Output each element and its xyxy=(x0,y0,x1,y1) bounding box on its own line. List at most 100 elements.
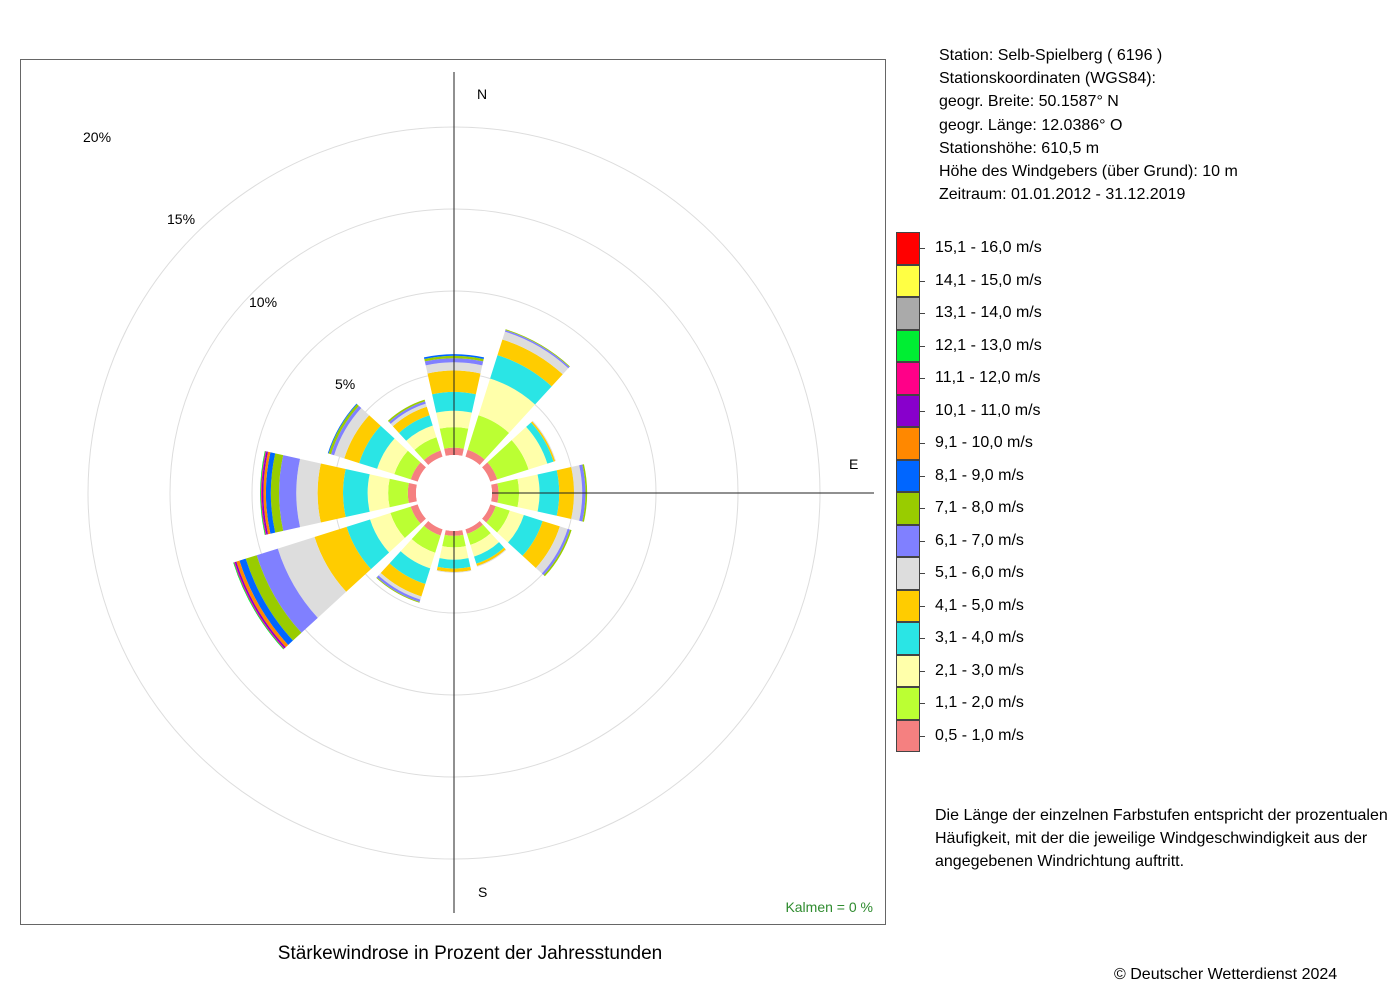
sector-270-speed-4 xyxy=(317,463,346,523)
legend-swatch xyxy=(896,427,920,460)
calm-circle xyxy=(416,455,492,531)
sector-30-speed-4 xyxy=(497,339,563,387)
direction-label-north: N xyxy=(477,86,488,102)
direction-label-south: S xyxy=(478,884,488,900)
ring-label-10: 10% xyxy=(249,294,278,310)
legend-tick xyxy=(920,508,925,509)
station-latitude: geogr. Breite: 50.1587° N xyxy=(939,93,1119,111)
sector-270-speed-10 xyxy=(261,451,268,535)
sector-150-speed-2 xyxy=(470,533,500,557)
sector-300-speed-4 xyxy=(344,415,381,464)
sector-120-speed-0 xyxy=(482,504,496,523)
sector-120-speed-4 xyxy=(522,520,560,568)
sector-210-speed-3 xyxy=(389,551,431,584)
station-elevation: Stationshöhe: 610,5 m xyxy=(939,139,1100,157)
sector-270-speed-12 xyxy=(260,451,266,535)
legend-label: 10,1 - 11,0 m/s xyxy=(935,401,1041,419)
legend-swatch xyxy=(896,622,920,655)
legend-label: 3,1 - 4,0 m/s xyxy=(935,629,1024,646)
legend-tick xyxy=(920,345,925,347)
sector-150-speed-0 xyxy=(465,521,483,534)
legend-swatch xyxy=(896,589,920,622)
wind-rose-svg xyxy=(87,72,874,913)
sector-210-speed-1 xyxy=(411,525,441,553)
legend-label: 8,1 - 9,0 m/s xyxy=(935,466,1024,484)
sector-330-speed-5 xyxy=(390,403,427,427)
sector-120-speed-1 xyxy=(486,506,510,533)
station-coordinates-heading: Stationskoordinaten (WGS84): xyxy=(939,70,1156,88)
sector-30-speed-0 xyxy=(465,449,485,465)
legend-swatch xyxy=(896,524,920,557)
sector-0-speed-7 xyxy=(424,355,484,362)
sector-0-speed-8 xyxy=(423,354,485,360)
sector-60-speed-1 xyxy=(487,440,529,480)
sector-270-speed-7 xyxy=(270,453,284,533)
sector-300-speed-2 xyxy=(377,438,408,475)
calm-label: Kalmen = 0 % xyxy=(785,899,873,915)
wind-rose-plot: 5% 10% 15% 20% N E S Kalmen = 0 % xyxy=(20,59,886,925)
anemometer-height: Höhe des Windgebers (über Grund): 10 m xyxy=(939,163,1238,181)
sector-270-speed-9 xyxy=(263,451,271,535)
legend-tick xyxy=(920,248,925,249)
sector-270-speed-6 xyxy=(279,455,301,531)
sector-210-speed-6 xyxy=(376,575,421,602)
sector-120-speed-7 xyxy=(543,529,572,577)
sector-270-speed-8 xyxy=(265,452,276,534)
sector-60-speed-2 xyxy=(511,426,548,470)
sector-30-speed-5 xyxy=(502,331,569,375)
sector-270-speed-1 xyxy=(388,478,409,508)
sector-120-speed-3 xyxy=(508,515,543,556)
sector-270-speed-11 xyxy=(261,451,267,535)
legend-swatch xyxy=(896,687,920,720)
legend-tick xyxy=(920,410,925,412)
legend-swatch xyxy=(896,394,920,427)
legend-label: 9,1 - 10,0 m/s xyxy=(935,434,1033,451)
sector-270-speed-5 xyxy=(296,458,321,528)
sector-150-speed-3 xyxy=(474,542,505,564)
legend-label: 1,1 - 2,0 m/s xyxy=(935,694,1024,711)
sector-180-speed-5 xyxy=(436,570,472,573)
sector-210-speed-4 xyxy=(380,563,426,597)
ring-label-5: 5% xyxy=(335,376,356,392)
legend-swatch xyxy=(896,329,920,362)
legend-swatch xyxy=(896,654,920,687)
sector-240-speed-0 xyxy=(410,504,426,524)
sector-120-speed-2 xyxy=(497,510,524,543)
legend-label: 4,1 - 5,0 m/s xyxy=(935,596,1024,614)
legend-label: 5,1 - 6,0 m/s xyxy=(935,564,1024,581)
sector-270-speed-2 xyxy=(367,474,390,512)
legend-swatch xyxy=(896,492,920,525)
copyright: © Deutscher Wetterdienst 2024 xyxy=(1114,966,1338,983)
sector-300-speed-7 xyxy=(328,404,359,455)
legend-label: 11,1 - 12,0 m/s xyxy=(935,369,1041,386)
legend-tick xyxy=(920,540,925,542)
sector-210-speed-2 xyxy=(400,539,436,569)
sector-210-speed-0 xyxy=(423,521,443,536)
sector-240-speed-9 xyxy=(236,560,289,648)
direction-label-east: E xyxy=(849,456,859,472)
sector-240-speed-7 xyxy=(245,555,302,641)
legend-label: 12,1 - 13,0 m/s xyxy=(935,336,1042,354)
sector-60-speed-4 xyxy=(530,421,556,462)
sector-330-speed-0 xyxy=(423,450,443,465)
legend-swatch xyxy=(896,297,920,330)
sector-300-speed-3 xyxy=(359,425,395,469)
legend-tick xyxy=(920,735,925,737)
sector-30-speed-1 xyxy=(467,415,510,460)
sector-300-speed-0 xyxy=(410,462,426,482)
sector-60-speed-3 xyxy=(526,422,554,464)
sector-240-speed-6 xyxy=(256,548,318,633)
station-longitude: geogr. Länge: 12.0386° O xyxy=(939,116,1123,134)
sector-300-speed-1 xyxy=(394,450,421,480)
station-info: Station: Selb-Spielberg ( 6196 ) Station… xyxy=(939,44,1238,206)
legend-swatch xyxy=(896,232,920,265)
sector-330-speed-1 xyxy=(414,437,441,461)
legend-tick xyxy=(920,573,925,574)
legend-tick xyxy=(920,280,925,282)
legend-label: 7,1 - 8,0 m/s xyxy=(935,499,1024,516)
sector-300-speed-5 xyxy=(334,408,370,459)
sector-330-speed-2 xyxy=(406,425,437,450)
sector-150-speed-1 xyxy=(466,524,491,545)
legend-swatch xyxy=(896,719,920,752)
ring-label-20: 20% xyxy=(83,129,112,145)
